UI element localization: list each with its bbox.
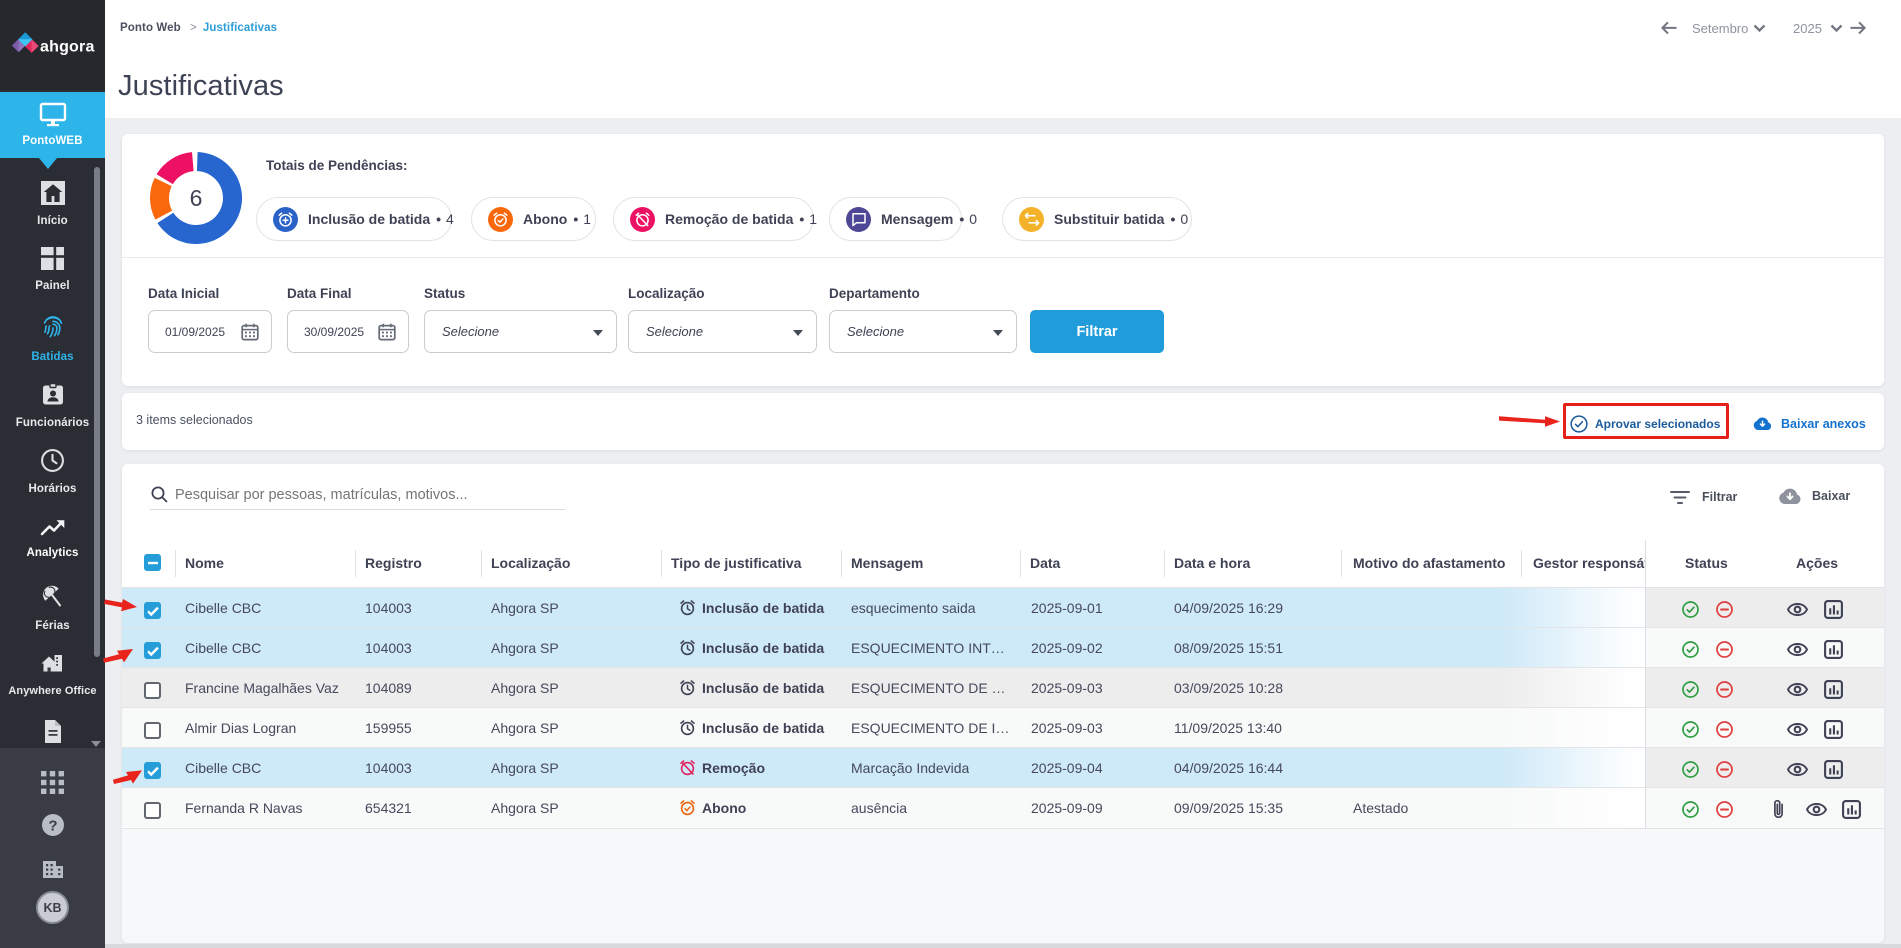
- svg-text:ahgora: ahgora: [40, 39, 95, 56]
- svg-text:?: ?: [48, 818, 57, 835]
